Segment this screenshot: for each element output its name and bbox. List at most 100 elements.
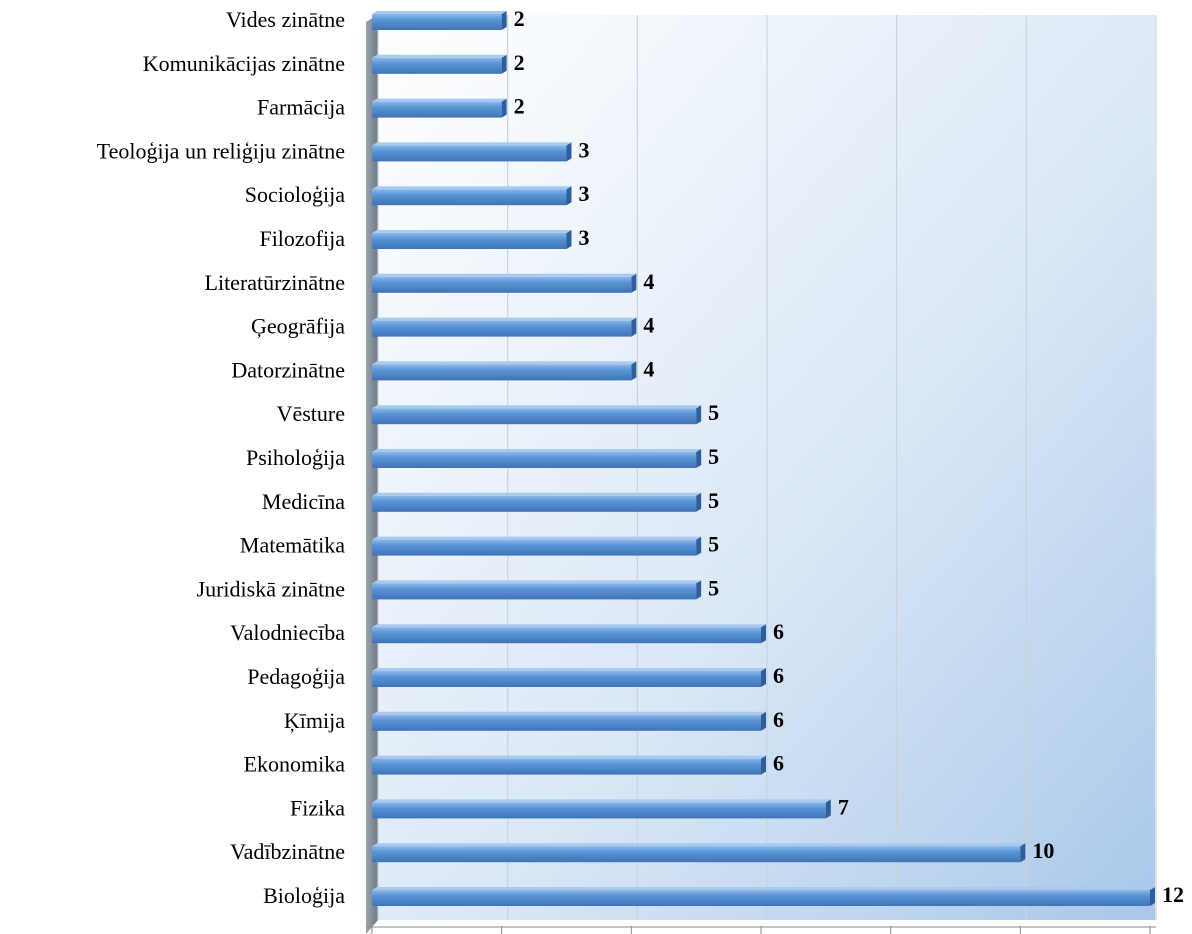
y-tick-label: Matemātika: [240, 533, 345, 558]
bar-top: [372, 142, 572, 146]
y-tick-label: Bioloģija: [263, 883, 345, 908]
bar-top: [372, 11, 507, 14]
y-tick-label: Ķīmija: [284, 708, 345, 733]
y-tick-label: Medicīna: [262, 489, 345, 514]
bar: [372, 101, 502, 118]
bar: [372, 758, 761, 775]
value-label: 6: [773, 751, 784, 776]
bar-top: [372, 54, 507, 58]
bar-top: [372, 186, 572, 190]
bar: [372, 583, 697, 600]
bar: [372, 714, 761, 731]
bar-top: [372, 755, 766, 759]
bar: [372, 320, 632, 337]
bar-end: [696, 536, 702, 556]
y-tick-label: Ģeogrāfija: [251, 314, 345, 339]
y-tick-label: Literatūrzinātne: [205, 270, 345, 295]
bar-end: [566, 142, 572, 162]
y-tick-label: Filozofija: [259, 226, 345, 251]
value-label: 3: [579, 225, 590, 250]
bar: [372, 233, 567, 249]
bar-end: [696, 405, 702, 425]
bar-end: [696, 449, 702, 468]
bar-end: [761, 711, 766, 731]
bar-end: [761, 755, 766, 775]
bar: [372, 627, 761, 644]
value-label: 4: [643, 269, 654, 294]
bar: [372, 408, 697, 425]
bar-end: [566, 230, 572, 249]
y-tick-label: Ekonomika: [244, 752, 346, 777]
bar: [372, 364, 632, 381]
bar: [372, 57, 502, 74]
bar-end: [501, 98, 507, 118]
value-label: 3: [579, 137, 590, 162]
value-label: 5: [708, 532, 719, 557]
bar-end: [631, 317, 637, 337]
bar-top: [372, 887, 1155, 890]
bar-top: [372, 711, 766, 715]
bar-top: [372, 843, 1026, 847]
bar-end: [501, 54, 507, 74]
y-tick-label: Socioloģija: [245, 182, 345, 207]
bar-end: [1020, 843, 1026, 863]
bar: [372, 14, 502, 30]
value-label: 7: [838, 794, 849, 819]
bar: [372, 539, 697, 556]
bar: [372, 671, 761, 687]
bar: [372, 452, 697, 468]
bar-end: [1150, 887, 1155, 906]
bar-end: [696, 580, 702, 600]
bar-end: [631, 361, 637, 381]
value-label: 3: [579, 181, 590, 206]
bar: [372, 276, 632, 293]
bar-top: [372, 98, 507, 102]
bar: [372, 189, 567, 206]
bar: [372, 145, 567, 162]
y-tick-label: Valodniecība: [230, 620, 345, 645]
value-label: 5: [708, 575, 719, 600]
value-label: 6: [773, 663, 784, 688]
bar: [372, 495, 697, 512]
bar-end: [631, 273, 637, 293]
y-tick-label: Psiholoģija: [246, 445, 345, 470]
value-label: 12: [1162, 882, 1184, 907]
y-tick-label: Pedagoģija: [247, 664, 345, 689]
value-label: 5: [708, 400, 719, 425]
y-tick-label: Vēsture: [277, 401, 345, 426]
y-tick-label: Juridiskā zinātne: [197, 576, 345, 601]
value-label: 5: [708, 444, 719, 469]
bar-end: [825, 799, 831, 819]
bar-end: [501, 11, 507, 30]
value-label: 2: [514, 50, 525, 75]
bar-top: [372, 317, 637, 321]
y-tick-label: Teoloģija un reliģiju zinātne: [97, 138, 345, 163]
bar-end: [761, 668, 766, 687]
value-label: 6: [773, 619, 784, 644]
value-label: 2: [514, 94, 525, 119]
bar-end: [761, 624, 766, 644]
value-label: 2: [514, 6, 525, 31]
bar: [372, 890, 1150, 906]
bar-top: [372, 580, 702, 584]
bar-top: [372, 668, 766, 671]
bar-top: [372, 405, 702, 409]
value-label: 4: [643, 313, 654, 338]
value-label: 4: [643, 356, 654, 381]
y-tick-label: Vadībzinātne: [230, 839, 345, 864]
bar-top: [372, 799, 831, 803]
bar-top: [372, 449, 702, 452]
y-tick-label: Vides zinātne: [226, 7, 345, 32]
bar-top: [372, 230, 572, 233]
value-label: 6: [773, 707, 784, 732]
y-tick-label: Komunikācijas zinātne: [143, 51, 345, 76]
bar-top: [372, 492, 702, 496]
bar-top: [372, 624, 766, 628]
bar: [372, 802, 826, 819]
y-tick-label: Fizika: [290, 795, 345, 820]
bar-top: [372, 273, 637, 277]
bar-end: [696, 492, 702, 512]
y-tick-label: Farmācija: [257, 95, 345, 120]
value-label: 10: [1032, 838, 1054, 863]
